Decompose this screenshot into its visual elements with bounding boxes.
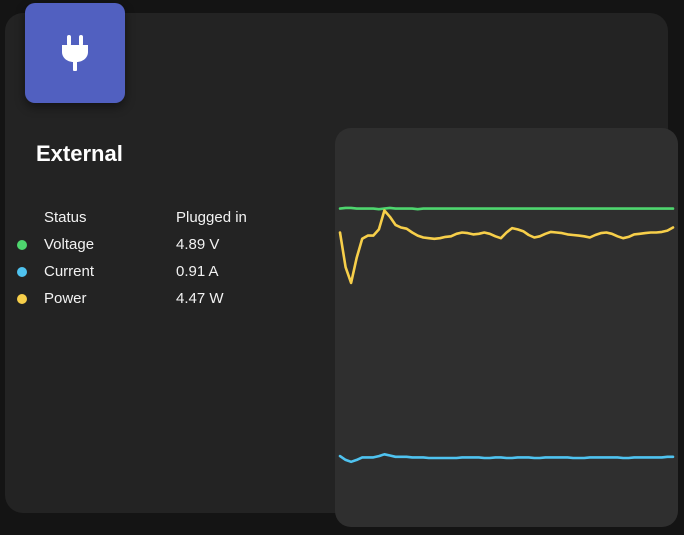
series-line-power: [338, 209, 675, 285]
widget-title: External: [36, 141, 123, 166]
series-line-current: [338, 453, 675, 464]
stat-value-power: 4.47 W: [176, 290, 224, 307]
power-plug-icon: [62, 35, 88, 71]
stat-row-current: Current 0.91 A: [0, 259, 330, 286]
stat-row-status: Status Plugged in: [0, 205, 330, 232]
stat-label-voltage: Voltage: [44, 236, 95, 253]
history-chart: [338, 206, 675, 464]
stat-label-status: Status: [44, 209, 87, 226]
stats-list: Status Plugged in Voltage 4.89 V Current…: [0, 205, 330, 313]
legend-dot-current: [17, 267, 27, 277]
series-line-voltage: [338, 206, 675, 211]
stat-row-voltage: Voltage 4.89 V: [0, 232, 330, 259]
stat-row-power: Power 4.47 W: [0, 286, 330, 313]
legend-dot-power: [17, 294, 27, 304]
stat-value-voltage: 4.89 V: [176, 236, 220, 253]
stat-value-current: 0.91 A: [176, 263, 219, 280]
icon-tile: [25, 3, 125, 103]
history-chart-panel[interactable]: [335, 128, 678, 527]
stat-label-current: Current: [44, 263, 95, 280]
legend-dot-voltage: [17, 240, 27, 250]
stat-label-power: Power: [44, 290, 87, 307]
stat-value-status: Plugged in: [176, 209, 247, 226]
